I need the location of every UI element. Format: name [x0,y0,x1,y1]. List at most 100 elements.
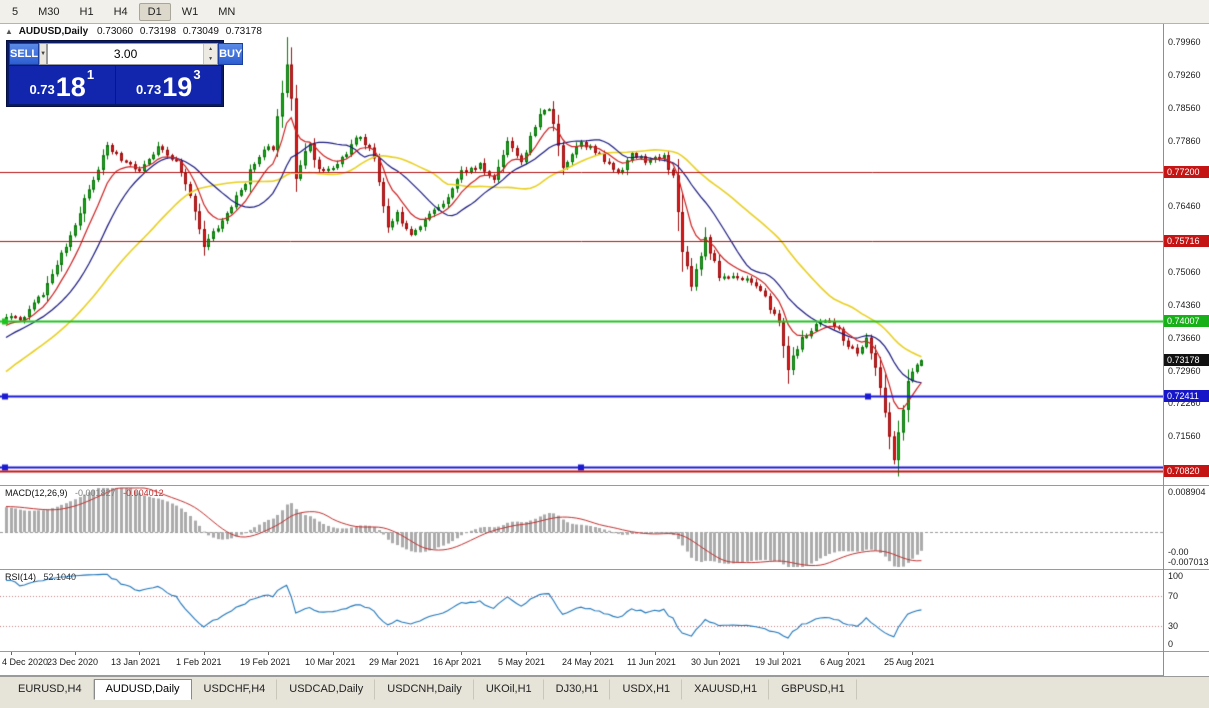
sell-price-big: 18 [55,72,86,102]
chart-icon: ▲ [5,27,13,36]
axis-corner [1164,652,1209,676]
macd-axis: 0.008904 -0.00 -0.007013 [1164,486,1209,570]
tab-eurusd-h4[interactable]: EURUSD,H4 [6,679,94,700]
tab-usdcad-daily[interactable]: USDCAD,Daily [277,679,376,700]
date-tick [461,652,462,655]
timeframe-button-m30[interactable]: M30 [38,5,60,18]
price-tag-0.77200: 0.77200 [1164,165,1209,178]
price-tick: 0.71560 [1168,431,1201,442]
macd-axis-label: -0.007013 [1168,557,1209,567]
rsi-value: 52.1040 [43,572,77,582]
chart-ohlc-header: ▲ AUDUSD,Daily 0.73060 0.73198 0.73049 0… [5,26,266,37]
tab-dj30-h1[interactable]: DJ30,H1 [544,679,611,700]
rsi-axis-label: 70 [1168,590,1179,601]
date-tick [590,652,591,655]
tab-usdx-h1[interactable]: USDX,H1 [610,679,683,700]
spin-up-icon[interactable]: ▲ [204,44,218,54]
sell-button[interactable]: SELL [9,43,40,65]
timeframe-button-5[interactable]: 5 [12,5,19,18]
buy-price-small: 0.73 [135,82,162,97]
date-label: 13 Jan 2021 [111,657,161,667]
timeframe-button-h1[interactable]: H1 [79,5,94,18]
price-tag-0.74007: 0.74007 [1164,315,1209,328]
date-tick [11,652,12,655]
date-label: 11 Jun 2021 [627,657,676,667]
tab-usdcnh-daily[interactable]: USDCNH,Daily [375,679,474,700]
tab-audusd-daily[interactable]: AUDUSD,Daily [93,679,192,700]
timeframe-button-mn[interactable]: MN [218,5,236,18]
tab-xauusd-h1[interactable]: XAUUSD,H1 [682,679,770,700]
date-label: 25 Aug 2021 [884,657,935,667]
ohlc-high: 0.73198 [139,26,177,37]
date-tick [333,652,334,655]
macd-canvas[interactable] [0,486,1163,569]
main-chart-panel: ▲ AUDUSD,Daily 0.73060 0.73198 0.73049 0… [0,24,1163,486]
timeframe-button-w1[interactable]: W1 [181,5,199,18]
buy-price-big: 19 [162,72,193,102]
price-tick: 0.78560 [1168,102,1201,113]
price-axis-column[interactable]: 0.79960 0.79260 0.78560 0.77860 0.76460 0.750… [1163,24,1209,676]
chart-symbol-label: AUDUSD,Daily [18,26,89,37]
chart-tab-bar: EURUSD,H4 AUDUSD,Daily USDCHF,H4 USDCAD,Dai… [0,676,1209,708]
price-tick: 0.76460 [1168,201,1201,212]
price-tick: 0.79260 [1168,70,1201,81]
rsi-panel: RSI(14) 52.1040 [0,570,1163,652]
date-tick [204,652,205,655]
date-label: 10 Mar 2021 [305,657,356,667]
sell-price-display[interactable]: 0.73 18 1 [9,66,115,104]
ohlc-close: 0.73178 [225,26,262,37]
rsi-name: RSI(14) [5,572,37,582]
price-tick: 0.73660 [1168,332,1201,343]
macd-axis-label: 0.008904 [1168,487,1206,497]
buy-price-display[interactable]: 0.73 19 3 [115,66,221,104]
chart-panels: ▲ AUDUSD,Daily 0.73060 0.73198 0.73049 0… [0,24,1163,676]
date-tick [397,652,398,655]
price-tag-0.72411: 0.72411 [1164,390,1209,403]
chevron-down-icon: ▼ [40,51,47,57]
date-tick [526,652,527,655]
date-tick [655,652,656,655]
date-label: 4 Dec 2020 [2,657,49,667]
date-label: 1 Feb 2021 [176,657,222,667]
date-label: 5 May 2021 [498,657,546,667]
ohlc-open: 0.73060 [96,26,134,37]
macd-name: MACD(12,26,9) [5,488,68,498]
price-tag-0.70820: 0.70820 [1164,464,1209,477]
date-tick [75,652,76,655]
buy-price-sup: 3 [193,67,201,82]
tab-usdchf-h4[interactable]: USDCHF,H4 [192,679,278,700]
price-tag-0.73178: 0.73178 [1164,354,1209,367]
price-tick: 0.77860 [1168,135,1201,146]
sell-price-sup: 1 [86,67,95,82]
timeframe-button-h4[interactable]: H4 [113,5,128,18]
volume-input[interactable] [48,44,204,64]
date-label: 16 Apr 2021 [433,657,482,667]
one-click-trading-panel: SELL ▼ ▲ ▼ BUY 0.73 [6,40,244,107]
price-tag-0.75716: 0.75716 [1164,235,1209,248]
macd-signal-value: -0.004012 [123,488,164,498]
price-tick: 0.74360 [1168,299,1201,310]
spin-down-icon[interactable]: ▼ [204,54,218,64]
date-tick [719,652,720,655]
price-tick: 0.79960 [1168,37,1201,48]
tab-ukoil-h1[interactable]: UKOil,H1 [474,679,544,700]
volume-dropdown-button[interactable]: ▼ [39,43,48,65]
macd-axis-label: -0.00 [1168,547,1189,558]
rsi-axis: 100 70 30 0 [1164,570,1209,652]
price-axis-main[interactable]: 0.79960 0.79260 0.78560 0.77860 0.76460 0.750… [1164,24,1209,486]
volume-stepper[interactable]: ▲ ▼ [203,44,218,64]
macd-label: MACD(12,26,9) -0.001827 -0.004012 [5,488,164,498]
price-tick: 0.72960 [1168,365,1201,376]
date-axis[interactable]: 4 Dec 2020 23 Dec 2020 13 Jan 2021 1 Feb 20… [0,652,1163,676]
date-tick [912,652,913,655]
date-tick [268,652,269,655]
ohlc-low: 0.73049 [182,26,219,37]
date-label: 23 Dec 2020 [47,657,99,667]
rsi-canvas[interactable] [0,570,1163,651]
tab-gbpusd-h1[interactable]: GBPUSD,H1 [769,679,857,700]
buy-button[interactable]: BUY [218,43,244,65]
timeframe-button-d1[interactable]: D1 [138,2,171,21]
date-tick [848,652,849,655]
date-tick [139,652,140,655]
